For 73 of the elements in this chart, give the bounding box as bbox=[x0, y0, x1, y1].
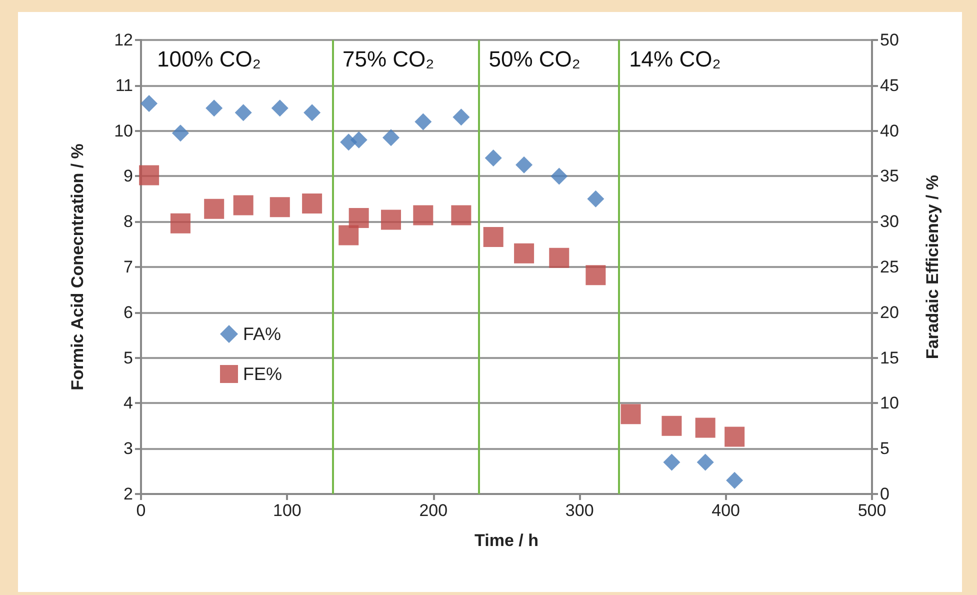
point bbox=[549, 248, 570, 268]
x-tick-label: 500 bbox=[858, 501, 886, 520]
point bbox=[452, 108, 470, 126]
point bbox=[451, 205, 472, 226]
x-axis-title: Time / h bbox=[474, 531, 538, 550]
point bbox=[348, 208, 369, 228]
y-tick-label: 5 bbox=[124, 348, 133, 368]
x-tick-label: 100 bbox=[273, 501, 302, 520]
y2-tick-label: 35 bbox=[880, 166, 899, 186]
y2-tick-label: 0 bbox=[880, 484, 890, 504]
point bbox=[350, 131, 368, 148]
y-tick-label: 6 bbox=[124, 302, 133, 322]
annotation: 50% CO₂ bbox=[488, 46, 580, 72]
point bbox=[696, 454, 714, 471]
x-tick-label: 300 bbox=[565, 501, 594, 520]
y2-tick-label: 25 bbox=[880, 258, 899, 276]
point bbox=[663, 454, 680, 471]
point bbox=[662, 416, 682, 436]
point bbox=[514, 243, 534, 264]
y-tick-label: 4 bbox=[124, 394, 133, 413]
point bbox=[724, 426, 745, 447]
point bbox=[414, 113, 432, 130]
annotation: 14% CO₂ bbox=[629, 46, 721, 72]
point bbox=[484, 150, 502, 167]
legend-label: FA% bbox=[243, 324, 282, 344]
point bbox=[302, 193, 322, 214]
y-tick-label: 7 bbox=[124, 258, 133, 276]
point bbox=[139, 165, 160, 186]
x-tick-label: 0 bbox=[136, 501, 146, 520]
point bbox=[381, 210, 401, 230]
point bbox=[271, 100, 288, 117]
y2-tick-label: 40 bbox=[880, 121, 899, 140]
y2-tick-label: 5 bbox=[880, 439, 890, 458]
point bbox=[304, 104, 321, 122]
y-tick-label: 11 bbox=[115, 76, 133, 95]
y-axis-title: Formic Acid Conecntration / % bbox=[68, 144, 87, 390]
y-tick-label: 8 bbox=[124, 212, 133, 232]
point bbox=[516, 156, 533, 174]
point bbox=[587, 190, 604, 208]
legend-label: FE% bbox=[243, 364, 282, 384]
y2-tick-label: 30 bbox=[880, 212, 899, 232]
point bbox=[140, 95, 158, 112]
y-tick-label: 2 bbox=[124, 484, 133, 504]
point bbox=[620, 404, 641, 424]
point bbox=[586, 265, 606, 286]
annotation: 100% CO₂ bbox=[157, 46, 261, 72]
y-tick-label: 10 bbox=[114, 121, 133, 140]
point bbox=[382, 129, 400, 146]
point bbox=[233, 195, 254, 216]
point bbox=[170, 213, 190, 234]
point bbox=[338, 225, 359, 246]
point bbox=[270, 197, 290, 218]
y2-tick-label: 45 bbox=[880, 76, 899, 95]
y-tick-label: 3 bbox=[124, 439, 133, 458]
point bbox=[172, 124, 189, 142]
point bbox=[483, 227, 504, 248]
y2-tick-label: 15 bbox=[880, 348, 899, 368]
point bbox=[550, 168, 568, 185]
y-tick-label: 9 bbox=[124, 166, 133, 186]
annotation: 75% CO₂ bbox=[342, 46, 434, 72]
point bbox=[206, 100, 223, 117]
point bbox=[726, 472, 744, 489]
y-tick-label: 12 bbox=[114, 30, 133, 50]
y2-tick-label: 50 bbox=[880, 30, 899, 50]
point bbox=[204, 198, 224, 219]
y2-tick-label: 20 bbox=[880, 302, 899, 322]
y2-tick-label: 10 bbox=[880, 394, 899, 413]
point bbox=[234, 104, 252, 122]
x-tick-label: 400 bbox=[712, 501, 740, 520]
y2-axis-title: Faradaic Efficiency / % bbox=[923, 174, 942, 360]
point bbox=[413, 205, 434, 226]
point bbox=[695, 418, 716, 438]
x-tick-label: 200 bbox=[419, 501, 448, 520]
